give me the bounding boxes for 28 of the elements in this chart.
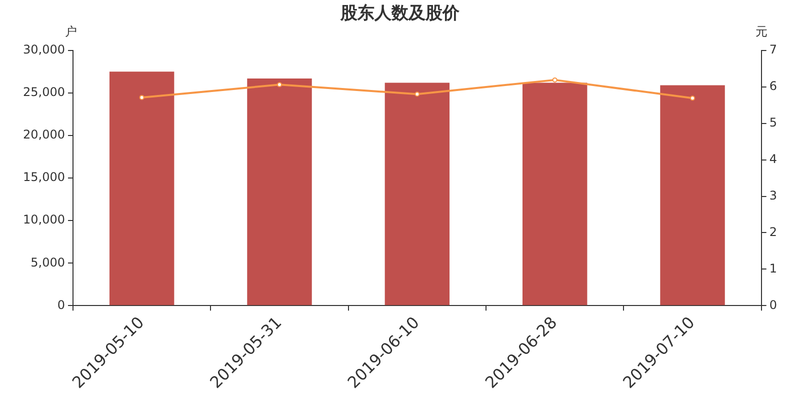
y-tick-label: 20,000 [22,128,65,142]
y2-tick-label: 5 [769,115,778,130]
y-axis-title: 户 [64,24,77,39]
bar [247,78,312,306]
y-tick-label: 15,000 [22,170,65,184]
y2-tick-label: 2 [769,224,778,239]
point [139,94,144,100]
bar [109,72,174,306]
y2-tick-label: 0 [769,298,778,312]
bar [384,82,450,306]
y-tick-label: 30,000 [22,42,65,57]
y2-tick-label: 3 [769,188,778,202]
y2-tick-label: 4 [769,152,778,166]
y2-tick-label: 7 [769,42,778,57]
point [552,77,558,82]
bar [522,82,588,306]
y-tick-label: 5,000 [30,255,65,270]
y-tick-label: 10,000 [22,212,65,227]
y2-tick-label: 6 [769,78,778,93]
y2-axis-title: 元 [755,24,768,39]
point [690,96,696,101]
y2-tick-label: 1 [769,261,778,276]
point [414,92,420,97]
chart-title: 股东人数及股价 [340,4,460,24]
bar [660,85,725,306]
y-tick-label: 25,000 [22,85,65,100]
point [277,82,282,88]
y-tick-label: 0 [57,298,65,312]
